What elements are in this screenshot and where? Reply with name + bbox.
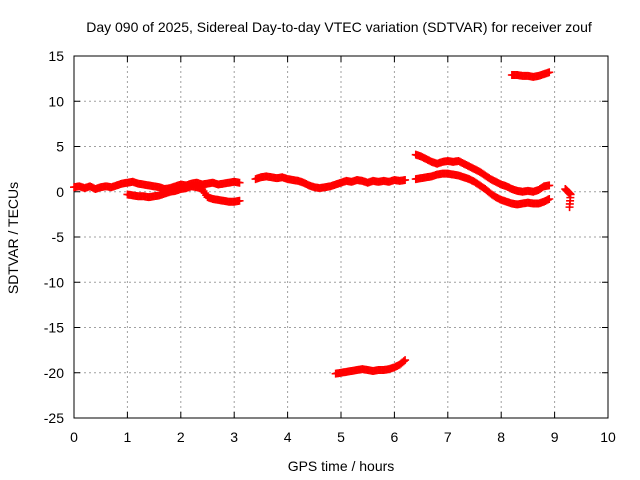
series-segment-g [507, 68, 554, 81]
x-tick-label: 5 [337, 429, 345, 445]
data-point [399, 357, 408, 366]
y-axis: -25 -20 -15 -10 -5 0 5 10 15 [44, 48, 608, 426]
data-point [235, 178, 244, 187]
y-tick-label: -15 [44, 320, 64, 336]
chart-title: Day 090 of 2025, Sidereal Day-to-day VTE… [86, 19, 592, 35]
x-tick-label: 4 [284, 429, 292, 445]
y-axis-label: SDTVAR / TECUs [5, 182, 21, 294]
series-segment-c [251, 172, 410, 193]
data-points [70, 68, 575, 378]
y-tick-label: -5 [52, 229, 65, 245]
grid [74, 56, 608, 418]
y-tick-label: -20 [44, 365, 64, 381]
x-tick-label: 1 [124, 429, 132, 445]
y-tick-label: -10 [44, 274, 64, 290]
series-segment-f [411, 169, 554, 209]
data-point [545, 181, 554, 190]
data-point [401, 356, 410, 365]
x-tick-label: 9 [551, 429, 559, 445]
x-tick-label: 2 [177, 429, 185, 445]
data-point [545, 68, 554, 77]
y-tick-label: 10 [48, 93, 64, 109]
x-tick-label: 0 [70, 429, 78, 445]
data-point [545, 194, 554, 203]
series-segment-d [331, 356, 410, 378]
series-segment-e [411, 150, 554, 196]
data-point [401, 175, 410, 184]
x-axis: 0 1 2 3 4 5 6 7 8 9 10 [70, 56, 616, 445]
series-segment-h [561, 185, 575, 212]
data-point [235, 196, 244, 205]
x-tick-label: 8 [497, 429, 505, 445]
y-tick-label: 15 [48, 48, 64, 64]
data-point [565, 203, 574, 212]
y-tick-label: 0 [56, 184, 64, 200]
series-segment-b [123, 182, 244, 206]
y-tick-label: -25 [44, 410, 64, 426]
x-tick-label: 6 [391, 429, 399, 445]
x-tick-label: 10 [600, 429, 616, 445]
x-axis-label: GPS time / hours [288, 458, 395, 474]
y-tick-label: 5 [56, 139, 64, 155]
x-tick-label: 7 [444, 429, 452, 445]
x-tick-label: 3 [230, 429, 238, 445]
